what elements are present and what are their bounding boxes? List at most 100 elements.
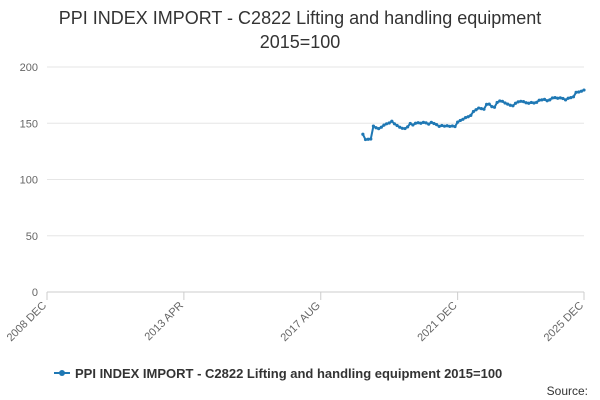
- data-point: [519, 99, 523, 103]
- data-point: [416, 121, 420, 125]
- data-point: [466, 115, 470, 119]
- data-point: [577, 90, 581, 94]
- x-tick-label: 2017 AUG: [279, 300, 323, 344]
- y-tick-label: 0: [32, 287, 38, 299]
- data-point: [508, 103, 512, 107]
- data-point: [382, 123, 386, 127]
- data-point: [529, 100, 533, 105]
- x-tick-label: 2025 DEC: [542, 300, 586, 344]
- data-point: [371, 124, 376, 128]
- data-point: [437, 124, 441, 128]
- data-point: [469, 113, 473, 117]
- data-point: [561, 96, 565, 101]
- data-point: [532, 101, 536, 105]
- data-point: [453, 125, 457, 129]
- data-point: [571, 95, 576, 99]
- data-point: [445, 124, 449, 128]
- legend-series-label: PPI INDEX IMPORT - C2822 Lifting and han…: [75, 365, 503, 381]
- data-point: [485, 102, 489, 106]
- chart-title-line-1: PPI INDEX IMPORT - C2822 Lifting and han…: [58, 8, 542, 28]
- data-point: [427, 122, 431, 126]
- data-point: [495, 100, 499, 105]
- data-point: [434, 123, 439, 127]
- data-point: [527, 101, 531, 105]
- data-point: [521, 100, 526, 104]
- data-point: [500, 99, 504, 103]
- data-point: [542, 97, 547, 101]
- data-point: [569, 96, 573, 100]
- data-point: [374, 126, 378, 130]
- data-point: [482, 107, 486, 111]
- x-tick-label: 2008 DEC: [5, 300, 49, 344]
- data-point: [442, 124, 447, 128]
- data-point: [400, 126, 404, 130]
- data-point: [395, 123, 399, 128]
- data-point: [408, 121, 412, 126]
- data-point: [563, 98, 568, 102]
- y-tick-label: 150: [20, 118, 38, 130]
- source-label: Source:: [546, 384, 588, 398]
- chart-legend[interactable]: PPI INDEX IMPORT - C2822 Lifting and han…: [54, 364, 502, 382]
- data-point: [487, 102, 491, 106]
- series-line: [361, 89, 585, 141]
- data-point: [421, 120, 426, 124]
- data-point: [413, 121, 418, 125]
- data-point: [461, 117, 465, 121]
- data-point: [492, 105, 497, 109]
- data-point: [537, 98, 541, 102]
- data-point: [390, 119, 394, 123]
- data-point: [545, 99, 549, 103]
- y-tick-label: 100: [20, 175, 38, 187]
- data-point: [574, 90, 578, 94]
- data-point: [535, 100, 539, 104]
- data-point: [432, 121, 436, 126]
- data-point: [448, 124, 452, 128]
- data-point: [403, 126, 407, 131]
- data-point: [361, 132, 365, 136]
- data-point: [566, 96, 570, 100]
- data-point: [556, 96, 560, 100]
- data-point: [474, 108, 478, 112]
- x-tick-label: 2013 APR: [142, 300, 186, 344]
- data-point: [424, 121, 428, 125]
- data-point: [516, 100, 520, 104]
- data-point: [524, 101, 528, 105]
- chart-title: PPI INDEX IMPORT - C2822 Lifting and han…: [0, 6, 600, 54]
- data-point: [411, 123, 415, 127]
- data-point: [406, 125, 410, 129]
- data-point: [477, 106, 481, 110]
- data-point: [458, 118, 462, 123]
- data-point: [379, 125, 383, 129]
- data-point: [550, 96, 555, 100]
- data-point: [377, 127, 381, 131]
- data-point: [548, 98, 552, 102]
- data-point: [582, 88, 586, 92]
- legend-line-marker-icon: [54, 367, 70, 379]
- y-tick-label: 200: [20, 62, 38, 74]
- data-point: [463, 116, 468, 120]
- data-point: [392, 122, 397, 126]
- data-point: [503, 101, 507, 105]
- data-point: [366, 137, 370, 141]
- data-point: [440, 123, 444, 128]
- chart-title-line-2: 2015=100: [259, 32, 341, 52]
- data-point: [429, 120, 433, 124]
- data-point: [490, 105, 494, 109]
- data-point: [419, 121, 423, 125]
- data-point: [384, 122, 389, 126]
- data-point: [363, 137, 368, 142]
- data-point: [558, 96, 562, 100]
- data-point: [387, 121, 391, 125]
- data-point: [450, 124, 454, 128]
- data-point: [540, 98, 544, 102]
- data-point: [506, 102, 510, 106]
- data-point: [513, 101, 518, 105]
- data-point: [511, 104, 515, 108]
- data-point: [369, 137, 373, 141]
- x-tick-label: 2021 DEC: [415, 300, 459, 344]
- y-tick-label: 50: [26, 231, 38, 243]
- data-point: [479, 107, 483, 111]
- data-point: [498, 99, 502, 103]
- data-point: [579, 89, 583, 93]
